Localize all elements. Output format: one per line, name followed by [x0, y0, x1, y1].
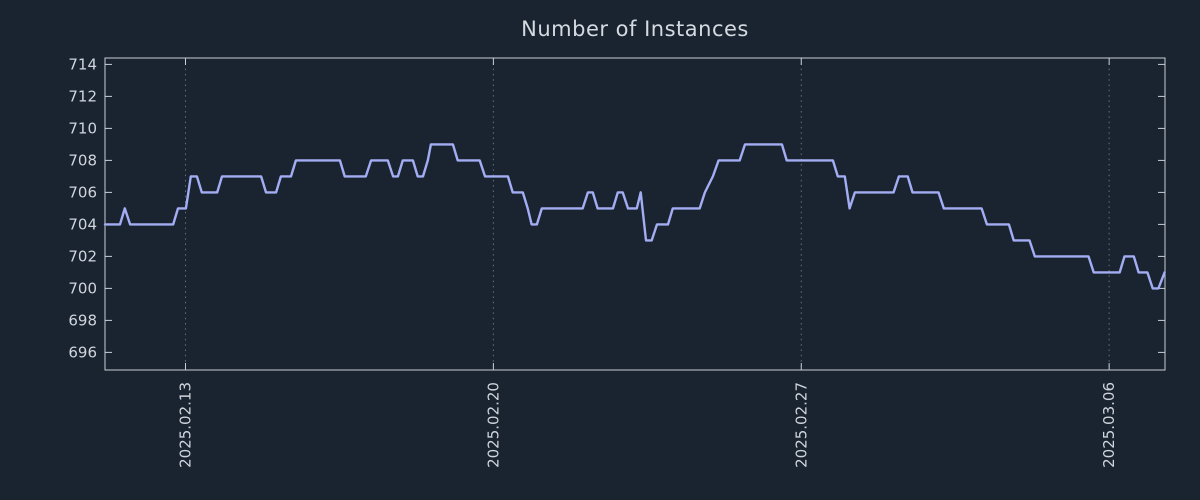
y-tick-label: 712	[68, 87, 97, 105]
y-tick-label: 702	[68, 247, 97, 265]
y-tick-label: 714	[68, 55, 97, 73]
y-tick-label: 700	[68, 279, 97, 297]
y-tick-label: 704	[68, 215, 97, 233]
plot-frame	[104, 57, 1166, 371]
x-tick-label: 2025.02.27	[792, 382, 810, 468]
y-tick-label: 698	[68, 311, 97, 329]
y-tick-label: 706	[68, 183, 97, 201]
data-line-instances	[103, 143, 1166, 290]
x-tick-label: 2025.02.13	[176, 382, 194, 468]
chart-title: Number of Instances	[521, 17, 749, 41]
x-tick-label: 2025.03.06	[1100, 382, 1118, 468]
y-tick-label: 696	[68, 343, 97, 361]
x-tick-label: 2025.02.20	[484, 382, 502, 468]
y-tick-label: 708	[68, 151, 97, 169]
y-tick-label: 710	[68, 119, 97, 137]
